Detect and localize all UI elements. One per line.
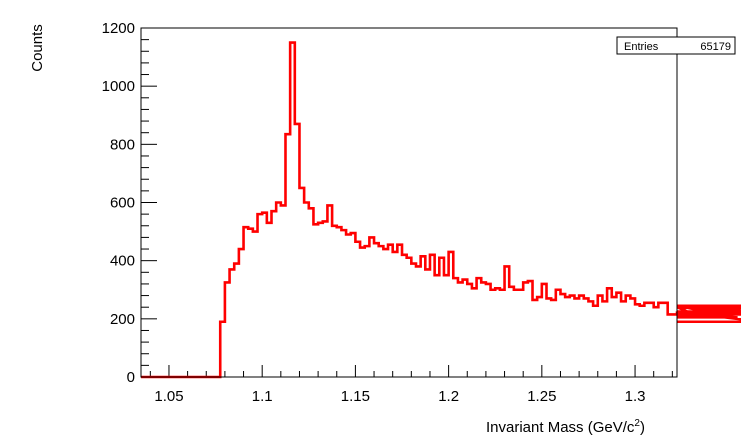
x-tick-label: 1.05 (154, 388, 183, 405)
y-tick-label: 1000 (102, 78, 135, 95)
x-axis-title: Invariant Mass (GeV/c2) (486, 418, 645, 436)
x-tick-label: 1.1 (252, 388, 273, 405)
stats-entries-value: 65179 (700, 41, 731, 53)
x-tick-label: 1.25 (527, 388, 556, 405)
y-axis-ticks: 0 200 400 600 800 1000 1200 (102, 20, 157, 386)
y-tick-label: 0 (127, 369, 135, 386)
stats-box: Entries 65179 (616, 36, 736, 55)
x-axis-title-close: ) (640, 419, 645, 436)
y-tick-label: 200 (110, 311, 135, 328)
x-axis-ticks: 1.05 1.1 1.15 1.2 1.25 1.3 (149, 365, 673, 405)
x-tick-label: 1.2 (438, 388, 459, 405)
y-axis-title: Counts (29, 24, 46, 72)
x-tick-label: 1.3 (625, 388, 646, 405)
y-tick-label: 800 (110, 136, 135, 153)
stats-box-frame (616, 36, 736, 55)
x-tick-label: 1.15 (341, 388, 370, 405)
y-tick-label: 1200 (102, 20, 135, 37)
y-tick-label: 400 (110, 253, 135, 270)
x-axis-title-main: Invariant Mass (GeV/c (486, 419, 635, 436)
plot-frame (140, 27, 678, 378)
histogram-series-line (141, 41, 741, 379)
y-tick-label: 600 (110, 195, 135, 212)
x-axis-title-superscript: 2 (634, 418, 640, 429)
stats-entries-label: Entries (624, 41, 659, 53)
